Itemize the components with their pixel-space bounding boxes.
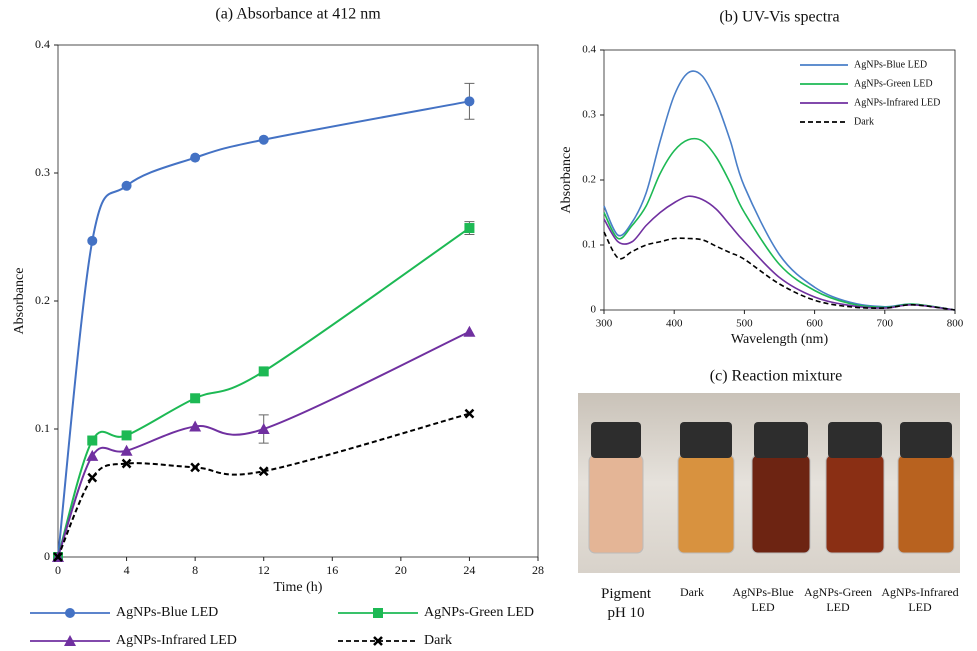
x-tick-label: 500 bbox=[736, 318, 753, 330]
legend-label: AgNPs-Infrared LED bbox=[116, 633, 237, 648]
vial bbox=[898, 422, 954, 553]
x-tick-label: 12 bbox=[258, 563, 270, 577]
marker bbox=[87, 436, 97, 446]
marker bbox=[190, 153, 200, 163]
x-tick-label: 20 bbox=[395, 563, 407, 577]
marker bbox=[122, 430, 132, 440]
y-tick-label: 0.3 bbox=[35, 165, 50, 179]
y-tick-label: 0.1 bbox=[582, 239, 596, 251]
y-tick-label: 0.2 bbox=[582, 174, 596, 186]
x-axis-label: Time (h) bbox=[274, 580, 323, 595]
marker bbox=[122, 181, 132, 191]
x-tick-label: 16 bbox=[326, 563, 338, 577]
vial bbox=[678, 422, 734, 553]
vial-label: AgNPs-Green LED bbox=[800, 585, 876, 615]
vial-label: AgNPs-Blue LED bbox=[725, 585, 801, 615]
vial-label: AgNPs-Infrared LED bbox=[876, 585, 964, 615]
y-tick-label: 0.2 bbox=[35, 293, 50, 307]
series-line bbox=[604, 232, 955, 310]
y-axis-label: Absorbance bbox=[12, 268, 27, 335]
legend-label: AgNPs-Infrared LED bbox=[854, 97, 940, 108]
vial bbox=[752, 422, 810, 553]
y-tick-label: 0.1 bbox=[35, 421, 50, 435]
plot-frame bbox=[58, 45, 538, 557]
marker bbox=[464, 223, 474, 233]
vial bbox=[589, 422, 643, 553]
legend-label: Dark bbox=[424, 633, 452, 648]
legend-marker bbox=[373, 608, 383, 618]
y-tick-label: 0.4 bbox=[35, 37, 50, 51]
legend-marker bbox=[65, 608, 75, 618]
marker bbox=[191, 463, 199, 471]
series-line bbox=[58, 228, 469, 557]
vial bbox=[826, 422, 884, 553]
x-tick-label: 300 bbox=[596, 318, 613, 330]
vial-label: Dark bbox=[672, 585, 712, 600]
x-tick-label: 800 bbox=[947, 318, 964, 330]
marker bbox=[190, 393, 200, 403]
y-tick-label: 0.3 bbox=[582, 109, 596, 121]
photo: (c) Reaction mixture bbox=[578, 368, 960, 573]
x-tick-label: 24 bbox=[463, 563, 475, 577]
x-tick-label: 28 bbox=[532, 563, 544, 577]
figure: (c) Reaction mixture (a) Absorbance at 4… bbox=[0, 0, 977, 651]
y-axis-label: Absorbance bbox=[559, 147, 574, 214]
series-line bbox=[604, 196, 955, 310]
vial-label: Pigment pH 10 bbox=[596, 585, 656, 623]
photo-title: (c) Reaction mixture bbox=[710, 368, 842, 385]
x-tick-label: 8 bbox=[192, 563, 198, 577]
y-tick-label: 0 bbox=[591, 304, 597, 316]
marker bbox=[87, 236, 97, 246]
x-tick-label: 4 bbox=[124, 563, 130, 577]
marker bbox=[464, 96, 474, 106]
marker bbox=[463, 326, 475, 337]
legend-label: AgNPs-Green LED bbox=[424, 605, 534, 620]
x-tick-label: 600 bbox=[806, 318, 823, 330]
legend-label: Dark bbox=[854, 116, 874, 127]
marker bbox=[259, 135, 269, 145]
legend-label: AgNPs-Blue LED bbox=[116, 605, 218, 620]
chart-title: (b) UV-Vis spectra bbox=[719, 9, 839, 26]
x-axis-label: Wavelength (nm) bbox=[731, 332, 829, 347]
legend-label: AgNPs-Blue LED bbox=[854, 59, 927, 70]
y-tick-label: 0 bbox=[44, 549, 50, 563]
x-tick-label: 0 bbox=[55, 563, 61, 577]
series-line bbox=[58, 332, 469, 557]
chart: (a) Absorbance at 412 nm 0 0.1 0.2 0.3 0.4 0 4 8… bbox=[12, 6, 544, 649]
marker bbox=[259, 366, 269, 376]
x-tick-label: 700 bbox=[877, 318, 894, 330]
legend-label: AgNPs-Green LED bbox=[854, 78, 933, 89]
marker bbox=[88, 474, 96, 482]
y-tick-label: 0.4 bbox=[582, 44, 596, 56]
page: {"chart_data": [ {"type": "line", "title… bbox=[0, 0, 977, 651]
chart: (b) UV-Vis spectra 0 0.1 0.2 0.3 0.4 300 400 500… bbox=[559, 9, 964, 348]
series-line bbox=[58, 101, 469, 557]
x-tick-label: 400 bbox=[666, 318, 683, 330]
chart-title: (a) Absorbance at 412 nm bbox=[215, 6, 381, 23]
